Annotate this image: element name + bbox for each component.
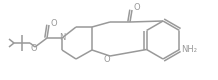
Text: N: N — [59, 32, 65, 42]
Text: O: O — [104, 54, 110, 64]
Text: O: O — [51, 20, 57, 28]
Text: O: O — [31, 44, 37, 53]
Text: NH₂: NH₂ — [181, 45, 198, 54]
Text: O: O — [134, 4, 140, 12]
